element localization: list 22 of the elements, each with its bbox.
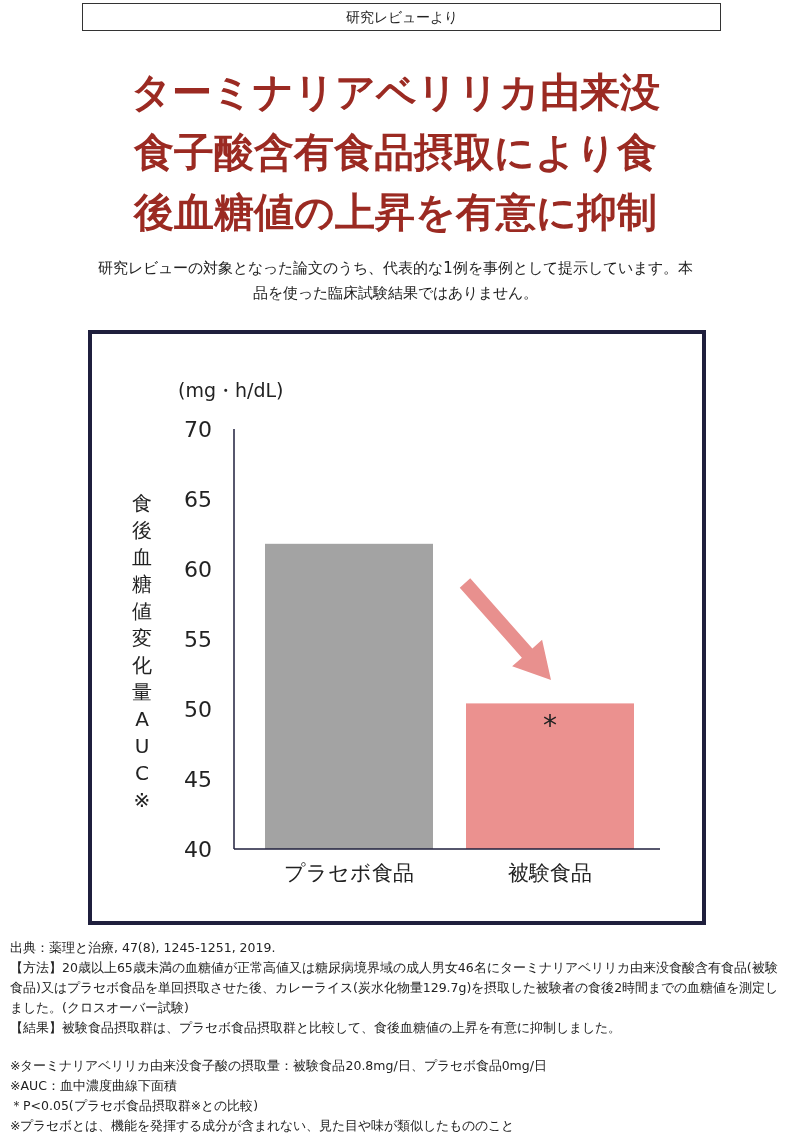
text: 【方法】20歳以上65歳未満の血糖値が正常高値又は糖尿病境界域の成人男女46名にターミナリアベリリカ由来没食酸含有食品(被験食品)又はプラセボ食品を単回摂取させた後、カレーライス(炭水化物量129.7g)を摂取した被験者の食後2時間までの血糖値を測定しました。(クロスオーバー試験)	[10, 959, 780, 1017]
text: 【結果】被験食品摂取群は、プラセボ食品摂取群と比較して、食後血糖値の上昇を有意に抑制しました。	[10, 1019, 622, 1037]
text: ＊P<0.05(プラセボ食品摂取群※との比較)	[10, 1097, 260, 1115]
x-tick-label: プラセボ食品	[284, 861, 414, 885]
y-tick-label: 55	[184, 626, 212, 652]
x-axis-title: (mg・h/dL)	[178, 379, 284, 401]
annotation: *	[543, 708, 557, 742]
text: 研究レビューより	[82, 3, 721, 31]
y-tick-label: 45	[184, 766, 212, 792]
chart-title: ターミナリアベリリカ由来没食子酸含有食品摂取により食後血糖値の上昇を有意に抑制	[129, 68, 661, 237]
y-tick-label: 70	[184, 416, 212, 442]
y-tick-label: 40	[184, 836, 212, 862]
chart-subtitle: 研究レビューの対象となった論文のうち、代表的な1例を事例として提示しています。本品を使った臨床試験結果ではありません。	[98, 258, 693, 304]
y-tick-label: 65	[184, 486, 212, 512]
text: 食後血糖値変化量AUC※	[132, 491, 152, 812]
x-tick-label: 被験食品	[508, 861, 592, 885]
source-note: 出典：薬理と治療, 47(8), 1245-1251, 2019.	[10, 939, 277, 957]
text: ※プラセボとは、機能を発揮する成分が含まれない、見た目や味が類似したもののこと	[10, 1117, 516, 1135]
y-tick-label: 50	[184, 696, 212, 722]
text: ※AUC：血中濃度曲線下面積	[10, 1077, 178, 1095]
y-tick-label: 60	[184, 556, 212, 582]
text: ※ターミナリアベリリカ由来没食子酸の摂取量：被験食品20.8mg/日、プラセボ食品0mg/日	[10, 1057, 548, 1075]
